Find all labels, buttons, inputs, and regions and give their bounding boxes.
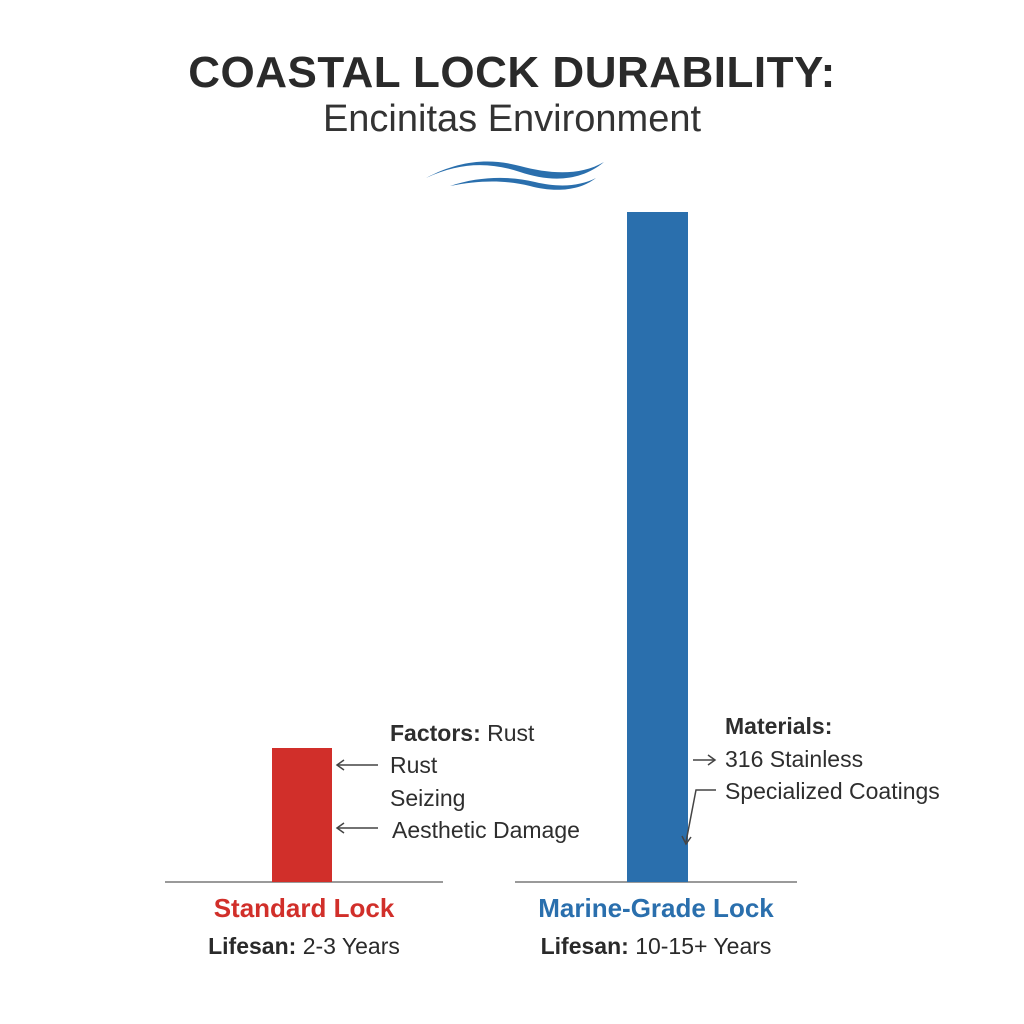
factors-heading-rest: Rust: [487, 720, 535, 746]
lifespan-label-standard: Lifesan: 2-3 Years: [165, 933, 443, 960]
factor-item: Seizing: [390, 785, 466, 811]
factors-heading-bold: Factors:: [390, 720, 481, 746]
factor-item: Aesthetic Damage: [392, 817, 580, 843]
category-label-standard: Standard Lock: [213, 893, 395, 923]
material-item: 316 Stainless: [725, 746, 864, 772]
arrow-rust: [335, 759, 378, 771]
materials-heading: Materials:: [725, 713, 832, 740]
chart-title: COASTAL LOCK DURABILITY:: [188, 48, 836, 97]
bar-marine-grade-lock: [627, 212, 688, 882]
materials-heading-bold: Materials:: [725, 713, 833, 739]
factor-item: Rust: [390, 752, 438, 778]
lifespan-value: 2-3 Years: [302, 933, 400, 959]
bar-standard-lock: [272, 748, 332, 882]
material-item: Specialized Coatings: [725, 778, 940, 804]
lifespan-prefix: Lifesan:: [208, 933, 297, 959]
lifespan-value: 10-15+ Years: [635, 933, 772, 959]
lifespan-prefix: Lifesan:: [540, 933, 629, 959]
lifespan-label-marine: Lifesan: 10-15+ Years: [515, 933, 797, 960]
arrow-specialized-coatings: [681, 789, 716, 846]
category-label-marine: Marine-Grade Lock: [538, 893, 774, 923]
arrow-316-stainless: [693, 754, 717, 766]
chart-subtitle: Encinitas Environment: [322, 98, 702, 140]
wave-icon: [426, 161, 604, 190]
factors-heading: Factors: Rust: [390, 720, 534, 747]
arrow-aesthetic-damage: [335, 822, 378, 834]
